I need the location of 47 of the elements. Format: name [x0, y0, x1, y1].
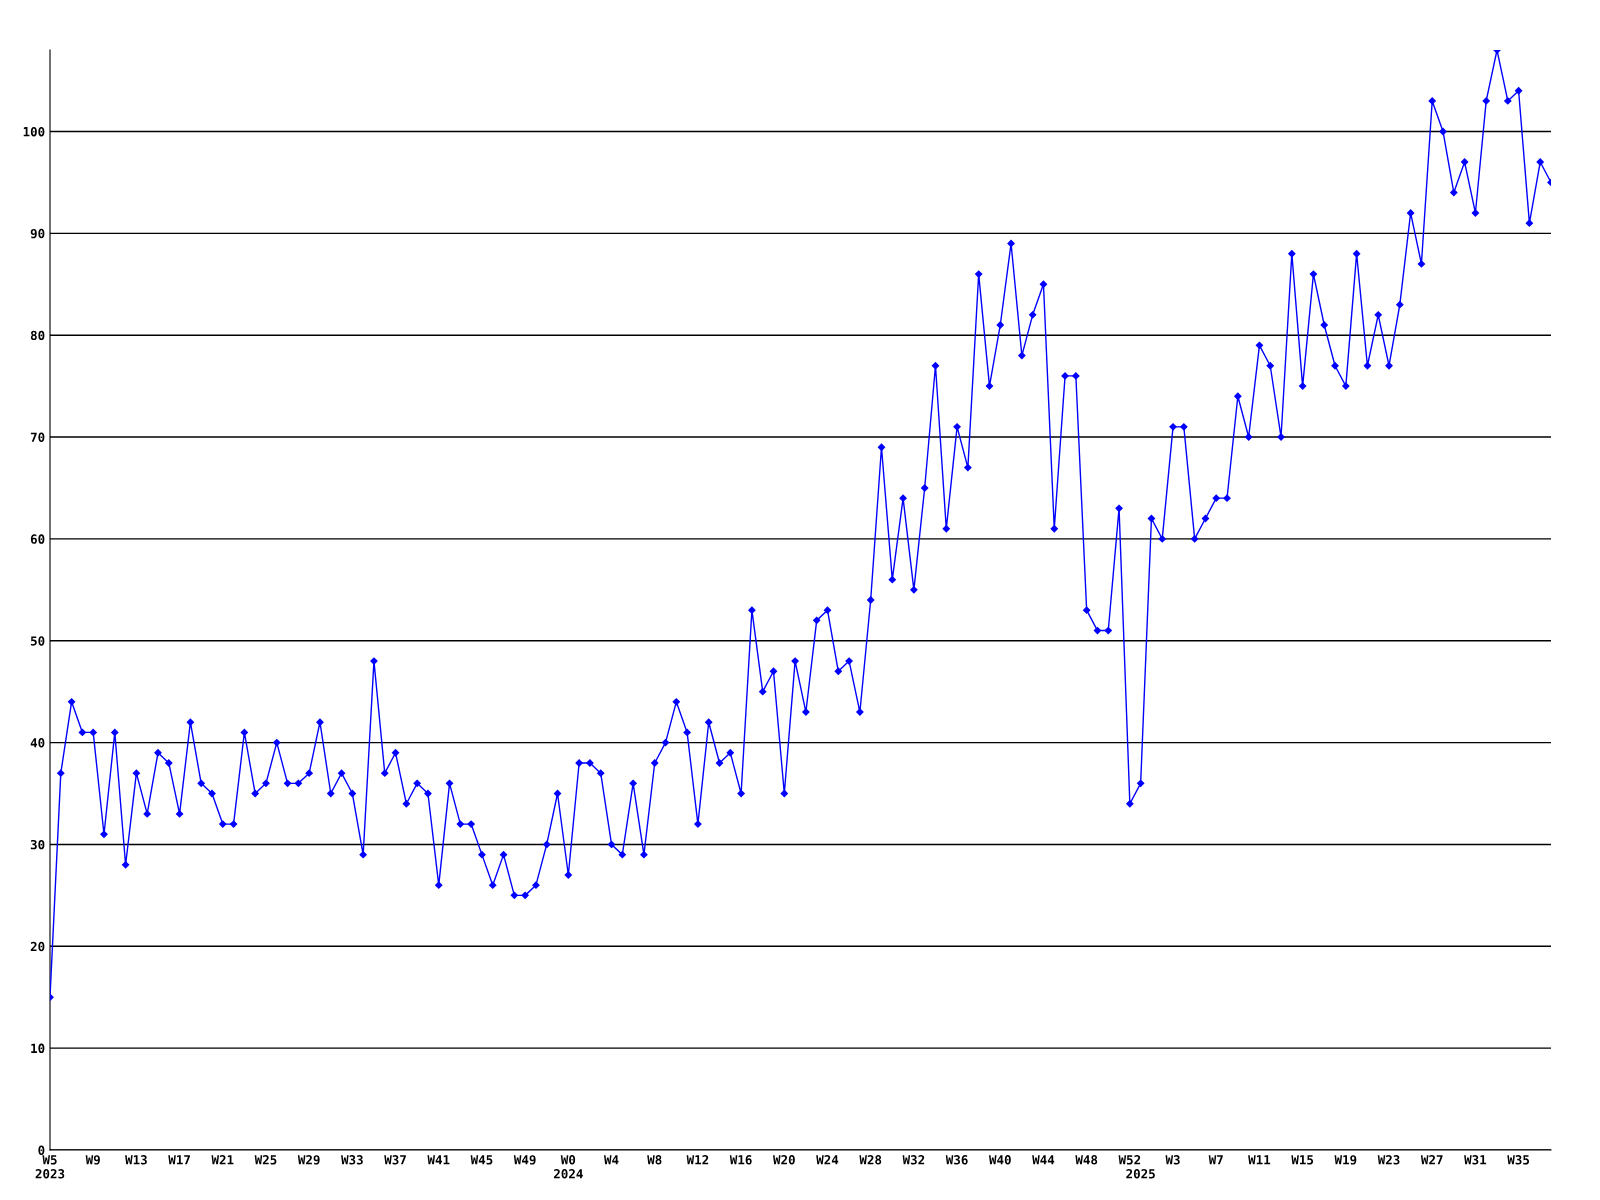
- x-tick-label: W20: [773, 1155, 795, 1165]
- y-tick-label: 90: [30, 228, 45, 239]
- y-tick-label: 100: [23, 126, 45, 137]
- x-tick-label: W31: [1464, 1155, 1487, 1165]
- x-tick-label: W12: [686, 1155, 709, 1165]
- x-tick-label: W5 2023: [35, 1155, 65, 1179]
- x-tick-label: W17: [168, 1155, 190, 1165]
- x-tick-label: W7: [1208, 1155, 1223, 1165]
- y-tick-label: 40: [30, 738, 45, 748]
- x-tick-label: W16: [729, 1155, 752, 1165]
- y-tick-label: 80: [30, 330, 45, 341]
- x-tick-label: W24: [816, 1155, 839, 1165]
- x-tick-label: W21: [211, 1155, 234, 1165]
- y-tick-label: 70: [30, 432, 45, 442]
- x-tick-label: W33: [341, 1155, 363, 1165]
- x-tick-label: W19: [1334, 1155, 1357, 1165]
- x-tick-label: W48: [1075, 1155, 1098, 1165]
- y-tick-label: 20: [30, 941, 45, 952]
- x-tick-label: 2025: [1126, 1169, 1155, 1179]
- x-tick-label: W36: [945, 1155, 968, 1165]
- x-tick-label: W29: [297, 1155, 320, 1165]
- x-tick-label: W44: [1032, 1155, 1055, 1165]
- x-tick-label: W9: [85, 1155, 100, 1165]
- x-tick-label: W28: [859, 1155, 882, 1165]
- x-tick-label: W15: [1291, 1155, 1314, 1165]
- y-tick-label: 30: [30, 839, 45, 850]
- x-tick-label: W23: [1377, 1155, 1400, 1165]
- x-tick-label: W25: [254, 1155, 277, 1165]
- y-tick-label: 50: [30, 636, 45, 646]
- x-tick-label: W13: [125, 1155, 147, 1165]
- x-tick-label: W52: [1118, 1155, 1141, 1165]
- x-tick-label: W4: [604, 1155, 619, 1165]
- y-tick-label: 0: [38, 1145, 45, 1155]
- x-tick-label: W11: [1248, 1155, 1271, 1165]
- x-tick-label: W0 2024: [553, 1155, 583, 1179]
- x-tick-label: W3: [1165, 1155, 1180, 1165]
- x-tick-label: W37: [384, 1155, 406, 1165]
- x-tick-label: W45: [470, 1155, 493, 1165]
- x-tick-label: W40: [988, 1155, 1011, 1165]
- x-tick-label: W8: [647, 1155, 662, 1165]
- y-tick-label: 60: [30, 534, 45, 544]
- y-tick-label: 10: [31, 1043, 45, 1054]
- x-tick-label: W41: [427, 1155, 450, 1165]
- x-tick-label: W35: [1507, 1155, 1530, 1165]
- x-tick-label: W27: [1420, 1155, 1443, 1165]
- x-tick-label: W49: [513, 1155, 536, 1165]
- x-tick-label: W32: [902, 1155, 925, 1165]
